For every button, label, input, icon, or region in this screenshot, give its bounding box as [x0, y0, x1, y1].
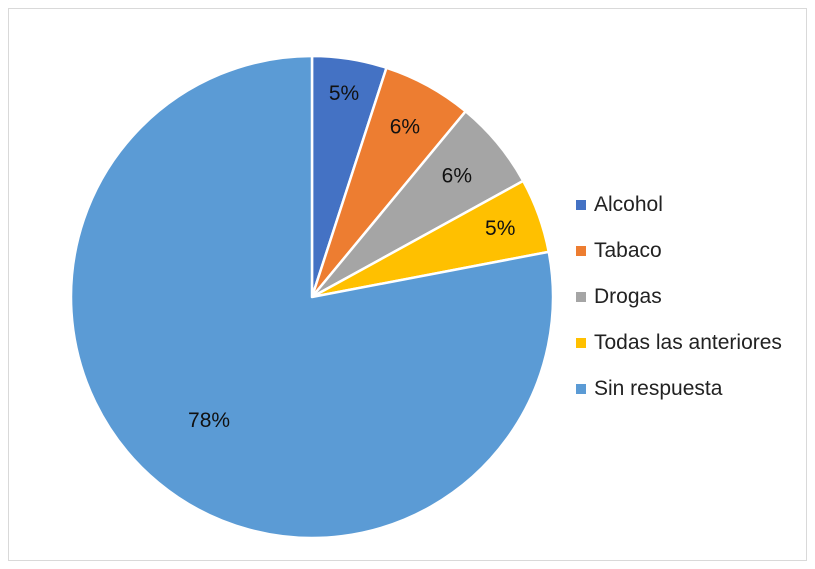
legend-swatch-sin-respuesta: [576, 384, 586, 394]
data-label-alcohol: 5%: [329, 82, 359, 105]
legend-swatch-tabaco: [576, 246, 586, 256]
legend: Alcohol Tabaco Drogas Todas las anterior…: [576, 182, 782, 412]
legend-label-alcohol: Alcohol: [594, 193, 663, 216]
legend-item-alcohol: Alcohol: [576, 182, 782, 228]
legend-item-tabaco: Tabaco: [576, 228, 782, 274]
legend-label-sin-respuesta: Sin respuesta: [594, 377, 723, 400]
legend-label-tabaco: Tabaco: [594, 239, 662, 262]
legend-item-todas-las-anteriores: Todas las anteriores: [576, 320, 782, 366]
legend-swatch-todas-las-anteriores: [576, 338, 586, 348]
data-label-tabaco: 6%: [390, 116, 420, 139]
legend-swatch-alcohol: [576, 200, 586, 210]
pie-slice-sin-respuesta: [69, 54, 555, 540]
legend-item-sin-respuesta: Sin respuesta: [576, 366, 782, 412]
legend-swatch-drogas: [576, 292, 586, 302]
data-label-drogas: 6%: [442, 165, 472, 188]
legend-label-drogas: Drogas: [594, 285, 662, 308]
legend-item-drogas: Drogas: [576, 274, 782, 320]
legend-label-todas-las-anteriores: Todas las anteriores: [594, 331, 782, 354]
data-label-sin-respuesta: 78%: [188, 409, 230, 432]
data-label-todas-las-anteriores: 5%: [485, 217, 515, 240]
